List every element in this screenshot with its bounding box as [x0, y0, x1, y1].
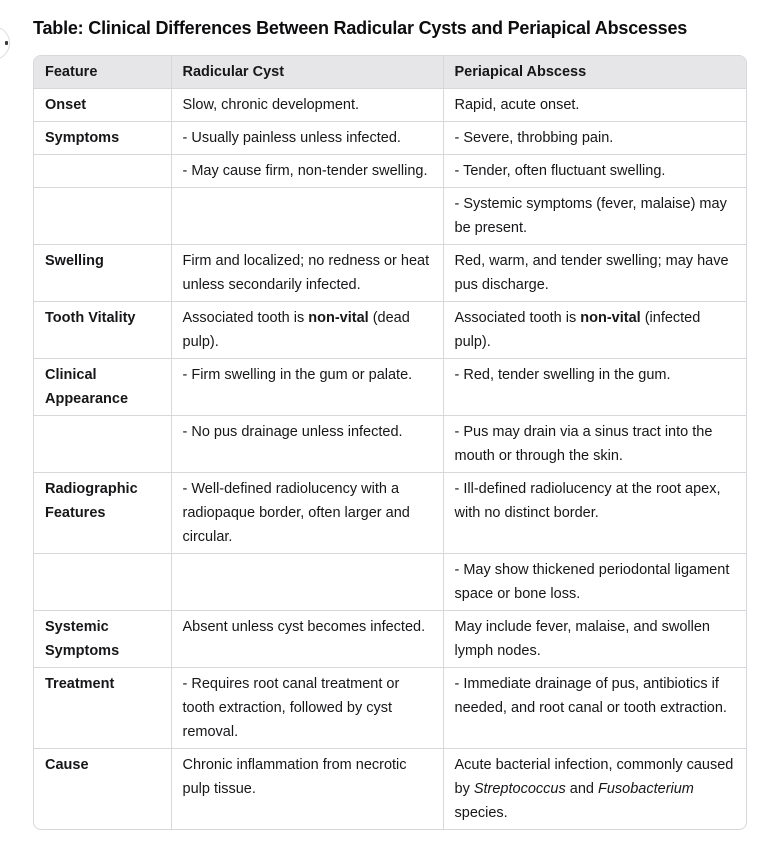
header-feature: Feature [34, 56, 172, 89]
feature-cell [34, 415, 172, 473]
table-row: Tooth Vitality Associated tooth is non-vi… [34, 301, 746, 359]
table-row: Cause Chronic inflammation from necrotic … [34, 748, 746, 830]
text-segment: (dead pulp). [182, 310, 410, 350]
table-body: Onset Slow, chronic development. Rapid, ac… [34, 88, 746, 830]
radicular-cyst-cell: - Well-defined radiolucency with a radio… [171, 472, 444, 554]
table-row: Swelling Firm and localized; no redness o… [34, 244, 746, 302]
feature-cell: Tooth Vitality [34, 301, 172, 359]
radicular-cyst-cell: Absent unless cyst becomes infected. [171, 610, 444, 668]
document-page: Table: Clinical Differences Between Radi… [0, 17, 780, 866]
radicular-cyst-cell: - Firm swelling in the gum or palate. [171, 358, 444, 416]
radicular-cyst-cell: - Usually painless unless infected. [171, 121, 444, 155]
periapical-abscess-cell: Associated tooth is non-vital (infected … [443, 301, 746, 359]
page-title: Table: Clinical Differences Between Radi… [33, 18, 688, 38]
feature-cell [34, 553, 172, 611]
table-row: - May show thickened periodontal ligamen… [34, 553, 746, 611]
periapical-abscess-cell: - Tender, often fluctuant swelling. [443, 154, 746, 188]
text-segment: Associated tooth is [454, 310, 581, 326]
radicular-cyst-cell [171, 553, 444, 611]
periapical-abscess-cell: - Pus may drain via a sinus tract into t… [443, 415, 746, 473]
text-segment: Associated tooth is [182, 310, 309, 326]
table-row: Treatment - Requires root canal treatment… [34, 667, 746, 749]
radicular-cyst-cell: Associated tooth is non-vital (dead pulp… [171, 301, 444, 359]
feature-cell: Treatment [34, 667, 172, 749]
header-row: Feature Radicular Cyst Periapical Absces… [34, 56, 746, 89]
table-row: - No pus drainage unless infected. - Pus … [34, 415, 746, 473]
feature-cell: Symptoms [34, 121, 172, 155]
comparison-table: Feature Radicular Cyst Periapical Absces… [34, 56, 746, 829]
radicular-cyst-cell: Slow, chronic development. [171, 88, 444, 122]
table-row: - Systemic symptoms (fever, malaise) may… [34, 187, 746, 245]
radicular-cyst-cell: - May cause firm, non-tender swelling. [171, 154, 444, 188]
radicular-cyst-cell: - No pus drainage unless infected. [171, 415, 444, 473]
periapical-abscess-cell: - May show thickened periodontal ligamen… [443, 553, 746, 611]
table-row: Clinical Appearance - Firm swelling in th… [34, 358, 746, 416]
table-header: Feature Radicular Cyst Periapical Absces… [34, 56, 746, 89]
feature-cell: Cause [34, 748, 172, 829]
table-row: Radiographic Features - Well-defined radi… [34, 472, 746, 554]
feature-cell: Clinical Appearance [34, 358, 172, 416]
feature-cell: Systemic Symptoms [34, 610, 172, 668]
table-row: Symptoms - Usually painless unless infect… [34, 121, 746, 155]
text-segment: non-vital [580, 310, 641, 326]
text-segment: (infected pulp). [454, 310, 701, 350]
text-segment: species. [454, 805, 508, 821]
avatar-logo-icon [5, 41, 8, 45]
table-row: Onset Slow, chronic development. Rapid, ac… [34, 88, 746, 122]
table-row: Systemic Symptoms Absent unless cyst beco… [34, 610, 746, 668]
periapical-abscess-cell: - Severe, throbbing pain. [443, 121, 746, 155]
table-row: - May cause firm, non-tender swelling. - … [34, 154, 746, 188]
feature-cell: Radiographic Features [34, 472, 172, 554]
periapical-abscess-cell: - Ill-defined radiolucency at the root a… [443, 472, 746, 554]
comparison-table-container: Feature Radicular Cyst Periapical Absces… [33, 55, 747, 830]
feature-cell [34, 154, 172, 188]
feature-cell: Onset [34, 88, 172, 122]
radicular-cyst-cell [171, 187, 444, 245]
radicular-cyst-cell: Firm and localized; no redness or heat u… [171, 244, 444, 302]
text-segment: Acute bacterial infection, commonly caus… [454, 757, 734, 797]
header-periapical-abscess: Periapical Abscess [443, 56, 746, 89]
text-segment: Fusobacterium [597, 781, 694, 797]
periapical-abscess-cell: - Red, tender swelling in the gum. [443, 358, 746, 416]
periapical-abscess-cell: Rapid, acute onset. [443, 88, 746, 122]
radicular-cyst-cell: Chronic inflammation from necrotic pulp … [171, 748, 444, 829]
header-radicular-cyst: Radicular Cyst [171, 56, 444, 89]
radicular-cyst-cell: - Requires root canal treatment or tooth… [171, 667, 444, 749]
text-segment: and [565, 781, 598, 797]
periapical-abscess-cell: May include fever, malaise, and swollen … [443, 610, 746, 668]
periapical-abscess-cell: - Systemic symptoms (fever, malaise) may… [443, 187, 746, 245]
periapical-abscess-cell: Red, warm, and tender swelling; may have… [443, 244, 746, 302]
assistant-avatar [0, 26, 10, 60]
feature-cell [34, 187, 172, 245]
text-segment: Streptococcus [473, 781, 566, 797]
text-segment: non-vital [308, 310, 369, 326]
periapical-abscess-cell: Acute bacterial infection, commonly caus… [443, 749, 746, 830]
periapical-abscess-cell: - Immediate drainage of pus, antibiotics… [443, 667, 746, 749]
feature-cell: Swelling [34, 244, 172, 302]
